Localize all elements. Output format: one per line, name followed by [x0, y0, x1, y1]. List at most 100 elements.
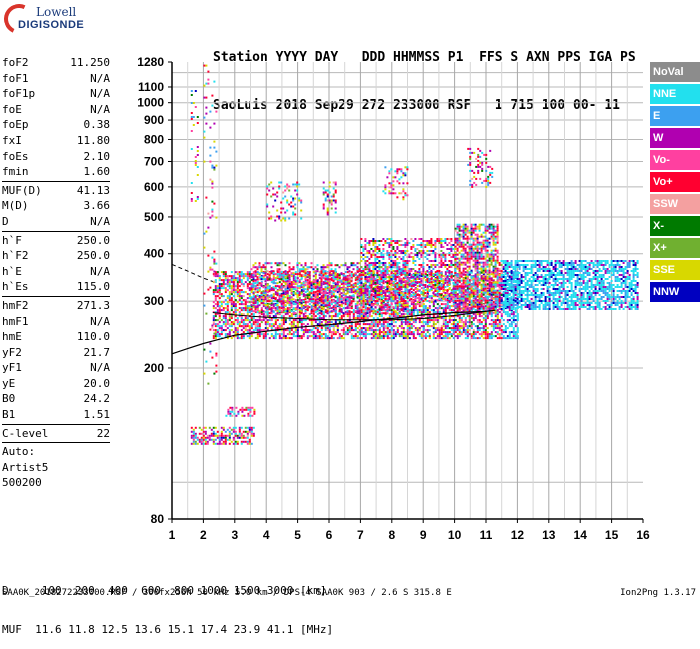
echo-point [437, 337, 439, 339]
echo-point [311, 300, 313, 302]
echo-point [471, 323, 473, 325]
echo-point [355, 310, 357, 312]
echo-point [311, 292, 313, 294]
echo-point [511, 317, 513, 319]
echo-point [457, 228, 459, 230]
echo-point [327, 276, 329, 278]
echo-point [487, 306, 489, 308]
echo-point [487, 260, 489, 262]
echo-point [457, 224, 459, 226]
echo-point [369, 325, 371, 327]
echo-point [323, 337, 325, 339]
echo-point [307, 331, 309, 333]
echo-point [515, 323, 517, 325]
echo-point [219, 321, 221, 323]
echo-point [241, 279, 243, 281]
echo-point [343, 274, 345, 276]
echo-point [331, 310, 333, 312]
echo-point [325, 327, 327, 329]
echo-point [311, 315, 313, 317]
echo-point [259, 290, 261, 292]
echo-point [499, 323, 501, 325]
echo-point [311, 284, 313, 286]
echo-point [477, 284, 479, 286]
echo-point [471, 292, 473, 294]
echo-point [477, 254, 479, 256]
echo-point [473, 232, 475, 234]
echo-point [231, 287, 233, 289]
echo-point [245, 319, 247, 321]
echo-point [365, 310, 367, 312]
echo-point [237, 323, 239, 325]
echo-point [487, 313, 489, 315]
echo-point [489, 228, 491, 230]
echo-point [459, 238, 461, 240]
echo-point [477, 250, 479, 252]
echo-point [463, 244, 465, 246]
echo-point [447, 331, 449, 333]
echo-point [311, 296, 313, 298]
echo-point [487, 228, 489, 230]
echo-point [221, 295, 223, 297]
echo-point [297, 296, 299, 298]
echo-point [231, 299, 233, 301]
echo-point [231, 317, 233, 319]
echo-point [243, 313, 245, 315]
echo-point [471, 288, 473, 290]
echo-point [313, 337, 315, 339]
echo-point [249, 327, 251, 329]
echo-point [249, 283, 251, 285]
echo-point [465, 329, 467, 331]
echo-point [389, 306, 391, 308]
echo-point [453, 333, 455, 335]
echo-point [459, 268, 461, 270]
echo-point [289, 286, 291, 288]
echo-point [361, 313, 363, 315]
echo-point [373, 310, 375, 312]
echo-point [313, 275, 315, 277]
echo-point [213, 335, 215, 337]
echo-point [265, 278, 267, 280]
echo-point [339, 298, 341, 300]
echo-point [289, 278, 291, 280]
echo-point [453, 325, 455, 327]
echo-point [351, 271, 353, 273]
echo-point [433, 319, 435, 321]
echo-point [379, 329, 381, 331]
echo-point [335, 276, 337, 278]
echo-point [467, 260, 469, 262]
echo-point [233, 303, 235, 305]
echo-point [361, 337, 363, 339]
echo-point [311, 282, 313, 284]
echo-point [397, 272, 399, 274]
echo-point [463, 310, 465, 312]
echo-point [425, 309, 427, 311]
echo-point [257, 319, 259, 321]
echo-point [467, 242, 469, 244]
echo-point [351, 286, 353, 288]
echo-point [283, 302, 285, 304]
echo-point [357, 266, 359, 268]
echo-point [473, 317, 475, 319]
echo-point [241, 313, 243, 315]
echo-point [373, 325, 375, 327]
echo-point [309, 298, 311, 300]
echo-point [317, 268, 319, 270]
echo-point [239, 277, 241, 279]
echo-point [467, 276, 469, 278]
echo-point [257, 335, 259, 337]
echo-point [477, 236, 479, 238]
echo-point [217, 331, 219, 333]
echo-point [261, 329, 263, 331]
echo-point [473, 288, 475, 290]
echo-point [299, 300, 301, 302]
echo-point [323, 294, 325, 296]
echo-point [463, 256, 465, 258]
echo-point [333, 288, 335, 290]
echo-point [393, 333, 395, 335]
echo-point [469, 230, 471, 232]
echo-point [395, 270, 397, 272]
echo-point [271, 294, 273, 296]
echo-point [257, 327, 259, 329]
echo-point [315, 284, 317, 286]
